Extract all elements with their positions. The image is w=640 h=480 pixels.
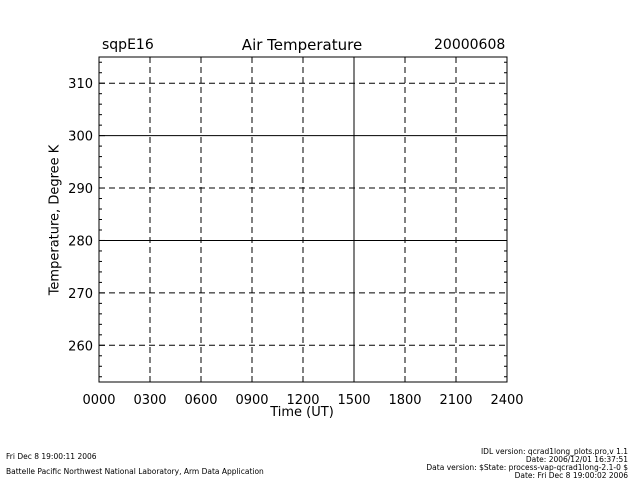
x-tick-label: 1800 bbox=[388, 393, 421, 408]
x-tick-label: 0300 bbox=[133, 393, 166, 408]
grid-lines bbox=[99, 57, 507, 382]
x-tick-label: 1500 bbox=[337, 393, 370, 408]
x-axis-label: Time (UT) bbox=[270, 405, 334, 420]
axis-ticks bbox=[98, 61, 508, 382]
y-tick-label: 310 bbox=[68, 77, 93, 92]
tick-labels: 0000 0300 0600 0900 1200 1500 1800 2100 2400 260 2… bbox=[68, 77, 523, 408]
x-tick-label: 0600 bbox=[184, 393, 217, 408]
footer-run-date: Date: Fri Dec 8 19:00:02 2006 bbox=[514, 471, 628, 480]
y-tick-label: 260 bbox=[68, 339, 93, 354]
footer-idl-version: IDL version: qcrad1long_plots.pro,v 1.1 bbox=[480, 447, 628, 456]
y-axis-label: Temperature, Degree K bbox=[47, 144, 63, 296]
x-tick-label: 2100 bbox=[439, 393, 472, 408]
y-tick-label: 270 bbox=[68, 287, 93, 302]
y-tick-label: 300 bbox=[68, 130, 93, 145]
chart-title: Air Temperature bbox=[241, 36, 363, 54]
footer-lab: Battelle Pacific Northwest National Labo… bbox=[6, 467, 264, 476]
x-tick-label: 0000 bbox=[82, 393, 115, 408]
x-tick-label: 0900 bbox=[235, 393, 268, 408]
date-label: 20000608 bbox=[434, 37, 506, 53]
footer-file-date: Date: 2006/12/01 16:37:51 bbox=[525, 455, 628, 464]
footer-data-version: Data version: $State: process-vap-qcrad1… bbox=[426, 463, 628, 472]
y-tick-label: 280 bbox=[68, 234, 93, 249]
y-tick-label: 290 bbox=[68, 182, 93, 197]
station-label: sqpE16 bbox=[102, 37, 154, 53]
footer-timestamp: Fri Dec 8 19:00:11 2006 bbox=[6, 452, 97, 461]
x-tick-label: 2400 bbox=[490, 393, 523, 408]
x-tick-label: 1200 bbox=[286, 393, 319, 408]
